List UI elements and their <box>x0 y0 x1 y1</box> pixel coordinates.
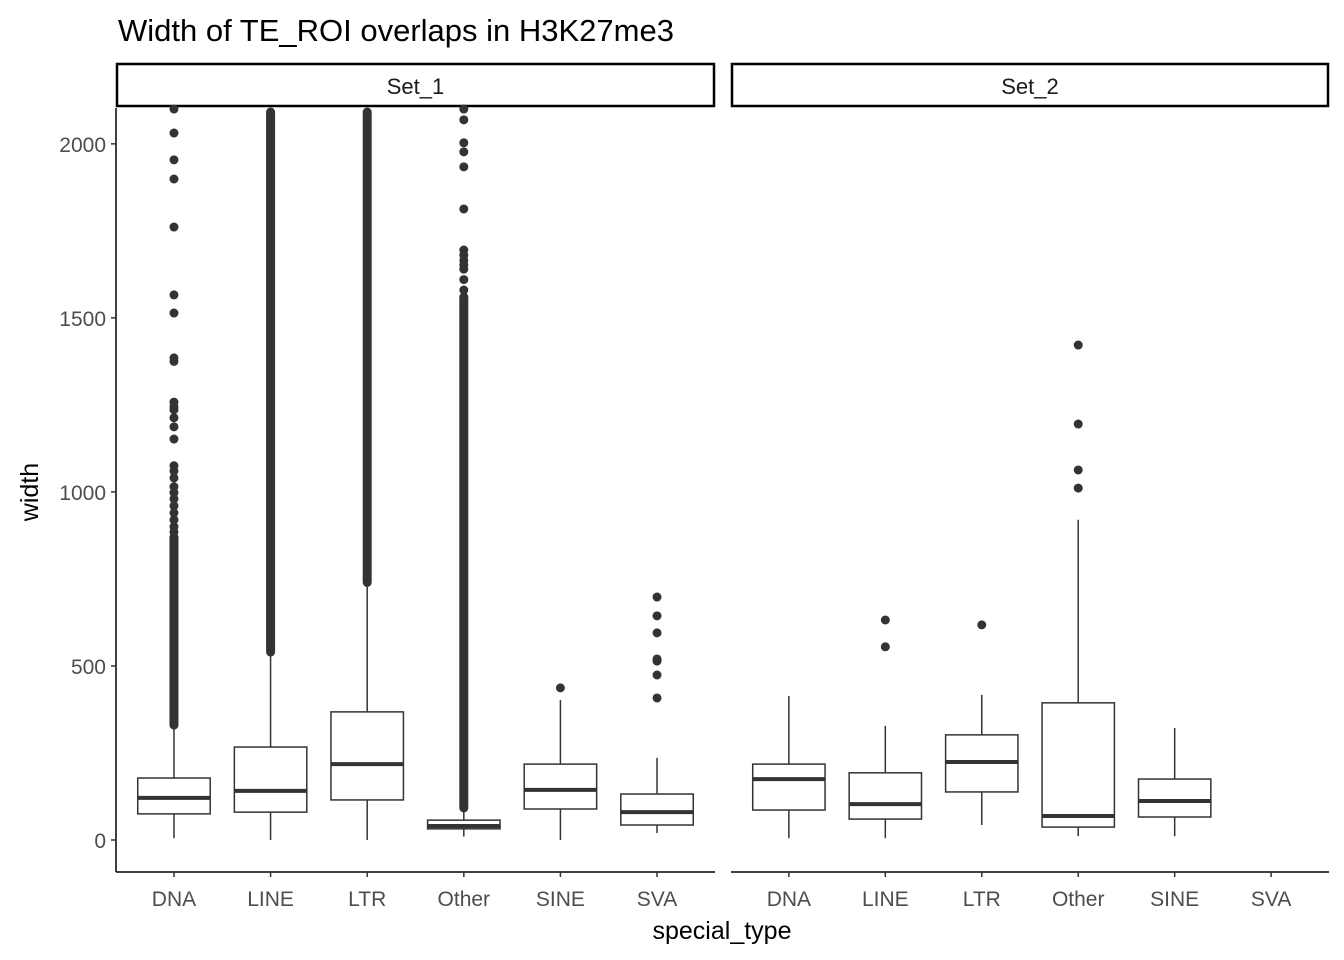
outlier-point <box>880 615 890 625</box>
x-tick-label: LTR <box>348 888 386 911</box>
box-iqr <box>620 793 695 826</box>
x-tick-label: SVA <box>637 888 677 911</box>
outlier-point <box>1073 340 1083 350</box>
outlier-point <box>652 592 662 602</box>
y-tick-label: 1000 <box>59 482 106 505</box>
outlier-point <box>977 620 987 630</box>
box-ltr <box>330 107 405 840</box>
outlier-point <box>169 222 179 232</box>
facet-strip <box>730 62 1330 108</box>
x-tick-label: Other <box>1052 888 1105 911</box>
outlier-point <box>169 104 179 114</box>
x-tick-label: SVA <box>1251 888 1291 911</box>
box-dna <box>136 104 211 839</box>
outlier-point <box>169 508 179 518</box>
outlier-point <box>169 522 179 532</box>
box-sva <box>620 592 695 834</box>
panel-set-2: Set_2 DNA LINE LTR Other SINE SVA <box>730 62 1330 911</box>
facet-strip-label: Set_2 <box>1001 74 1059 99</box>
x-tick-label: LTR <box>963 888 1001 911</box>
x-tick-label: SINE <box>536 888 585 911</box>
outlier-point <box>1073 483 1083 493</box>
outlier-point <box>169 397 179 407</box>
outlier-point <box>652 628 662 638</box>
outlier-point <box>652 693 662 703</box>
outlier-point <box>169 473 179 483</box>
box-iqr <box>523 763 598 810</box>
outlier-point <box>169 353 179 363</box>
outlier-point <box>169 290 179 300</box>
x-axis-label: special_type <box>653 917 792 945</box>
x-tick-label: DNA <box>152 888 196 911</box>
outlier-point <box>169 308 179 318</box>
x-tick-label: SINE <box>1150 888 1199 911</box>
box-sine <box>1137 727 1212 837</box>
outlier-point <box>459 147 469 157</box>
outlier-point <box>169 494 179 504</box>
outlier-point <box>459 275 469 285</box>
facet-strip-label: Set_1 <box>387 74 445 99</box>
outlier-point <box>459 115 469 125</box>
outlier-point <box>169 422 179 432</box>
outlier-point <box>169 434 179 444</box>
outlier-point <box>652 654 662 664</box>
outlier-point <box>169 128 179 138</box>
y-axis-label: width <box>16 463 44 522</box>
y-tick-label: 1500 <box>59 308 106 331</box>
outlier-point <box>169 174 179 184</box>
chart-title: Width of TE_ROI overlaps in H3K27me3 <box>118 13 674 48</box>
box-ltr <box>944 620 1019 826</box>
outlier-point <box>169 501 179 511</box>
outlier-point <box>459 204 469 214</box>
x-tick-label: Other <box>438 888 491 911</box>
outlier-point <box>169 515 179 525</box>
box-dna <box>751 695 826 839</box>
outlier-point <box>652 670 662 680</box>
outlier-point <box>1073 419 1083 429</box>
outlier-point <box>169 482 179 492</box>
outlier-point <box>880 642 890 652</box>
facet-strip <box>115 62 716 108</box>
x-tick-label: LINE <box>247 888 294 911</box>
x-tick-label: DNA <box>767 888 811 911</box>
outlier-point <box>169 461 179 471</box>
y-tick-label: 0 <box>94 830 106 853</box>
y-tick-label: 500 <box>71 656 106 679</box>
outlier-point <box>652 611 662 621</box>
box-iqr <box>233 746 308 813</box>
outlier-point <box>169 413 179 423</box>
outlier-point <box>459 138 469 148</box>
box-line <box>848 615 923 839</box>
box-iqr <box>848 772 923 820</box>
outlier-point <box>169 155 179 165</box>
outlier-point <box>459 162 469 172</box>
outlier-point <box>1073 465 1083 475</box>
outlier-point <box>555 683 565 693</box>
outlier-point <box>459 245 469 255</box>
box-iqr <box>751 763 826 811</box>
box-other <box>1041 340 1116 837</box>
y-tick-label: 2000 <box>59 134 106 157</box>
box-line <box>233 107 308 840</box>
panel-set-1: Set_1 0 500 1000 1500 2000 DNA LINE LTR Other SINE… <box>59 62 716 911</box>
box-iqr <box>330 711 405 801</box>
box-sine <box>523 683 598 840</box>
outlier-point <box>459 104 469 114</box>
box-iqr <box>1137 778 1212 818</box>
outlier-point <box>459 285 469 295</box>
box-iqr <box>1041 702 1116 828</box>
box-other <box>426 104 501 837</box>
x-tick-label: LINE <box>862 888 909 911</box>
